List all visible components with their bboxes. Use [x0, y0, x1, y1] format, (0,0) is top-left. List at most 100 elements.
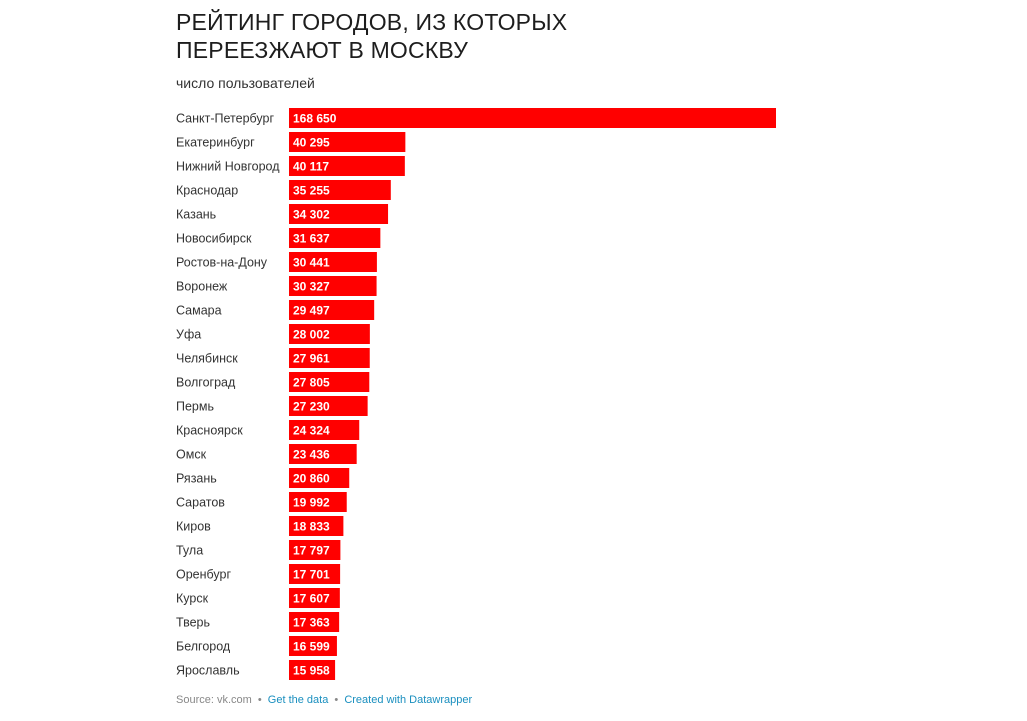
value-label: 16 599: [293, 640, 330, 654]
bar: [289, 228, 381, 248]
bar: [289, 660, 336, 680]
category-label: Ярославль: [176, 664, 240, 678]
footer-separator: •: [257, 694, 262, 706]
footer-separator: •: [334, 694, 339, 706]
value-label: 40 295: [293, 136, 330, 150]
datawrapper-link[interactable]: Created with Datawrapper: [344, 694, 473, 706]
bar: [289, 372, 370, 392]
bar: [289, 564, 341, 584]
bar: [289, 396, 368, 416]
bar-row: Челябинск 27 961: [176, 348, 370, 368]
value-label: 19 992: [293, 496, 330, 510]
category-label: Казань: [176, 208, 216, 222]
value-label: 27 961: [293, 352, 330, 366]
bar-row: Саратов 19 992: [176, 492, 347, 512]
value-label: 24 324: [293, 424, 330, 438]
category-label: Уфа: [176, 328, 201, 342]
chart-header: РЕЙТИНГ ГОРОДОВ, ИЗ КОТОРЫХ ПЕРЕЕЗЖАЮТ В…: [176, 8, 796, 92]
bar-row: Киров 18 833: [176, 516, 344, 536]
value-label: 17 363: [293, 616, 330, 630]
chart-subtitle: число пользователей: [176, 75, 315, 91]
bar: [289, 492, 347, 512]
value-label: 168 650: [293, 112, 337, 126]
bar-row: Санкт-Петербург 168 650: [176, 108, 776, 128]
value-label: 29 497: [293, 304, 330, 318]
bar: [289, 540, 341, 560]
category-label: Белгород: [176, 640, 231, 654]
value-label: 17 701: [293, 568, 330, 582]
bar: [289, 108, 776, 128]
bar: [289, 468, 350, 488]
bar-row: Новосибирск 31 637: [176, 228, 381, 248]
bar-row: Белгород 16 599: [176, 636, 337, 656]
value-label: 35 255: [293, 184, 330, 198]
category-label: Волгоград: [176, 376, 236, 390]
chart-title: РЕЙТИНГ ГОРОДОВ, ИЗ КОТОРЫХ ПЕРЕЕЗЖАЮТ В…: [176, 9, 568, 63]
bar: [289, 276, 377, 296]
value-label: 20 860: [293, 472, 330, 486]
bar-row: Курск 17 607: [176, 588, 340, 608]
get-data-link[interactable]: Get the data: [267, 694, 329, 706]
category-label: Самара: [176, 304, 222, 318]
bar: [289, 156, 405, 176]
category-label: Воронеж: [176, 280, 228, 294]
bar-row: Ростов-на-Дону 30 441: [176, 252, 377, 272]
value-label: 27 805: [293, 376, 330, 390]
category-label: Санкт-Петербург: [176, 112, 274, 126]
bar: [289, 588, 340, 608]
bar-row: Воронеж 30 327: [176, 276, 377, 296]
value-label: 40 117: [293, 160, 329, 174]
bar: [289, 444, 357, 464]
category-label: Омск: [176, 448, 207, 462]
bar: [289, 204, 389, 224]
bar-row: Пермь 27 230: [176, 396, 368, 416]
category-label: Пермь: [176, 400, 214, 414]
bar-row: Волгоград 27 805: [176, 372, 370, 392]
bar-row: Оренбург 17 701: [176, 564, 341, 584]
source-text: Source: vk.com: [176, 694, 252, 706]
bar: [289, 252, 377, 272]
category-label: Новосибирск: [176, 232, 252, 246]
category-label: Нижний Новгород: [176, 160, 280, 174]
bar-row: Уфа 28 002: [176, 324, 370, 344]
value-label: 18 833: [293, 520, 330, 534]
bar-row: Омск 23 436: [176, 444, 357, 464]
bar: [289, 348, 370, 368]
value-label: 27 230: [293, 400, 330, 414]
bar-row: Казань 34 302: [176, 204, 389, 224]
bar-row: Тверь 17 363: [176, 612, 340, 632]
bar-row: Нижний Новгород 40 117: [176, 156, 405, 176]
bar-row: Краснодар 35 255: [176, 180, 391, 200]
bar-row: Самара 29 497: [176, 300, 375, 320]
value-label: 15 958: [293, 664, 330, 678]
value-label: 28 002: [293, 328, 330, 342]
category-label: Краснодар: [176, 184, 238, 198]
category-label: Курск: [176, 592, 209, 606]
value-label: 23 436: [293, 448, 330, 462]
category-label: Оренбург: [176, 568, 231, 582]
bar-row: Тула 17 797: [176, 540, 341, 560]
bar: [289, 420, 360, 440]
chart-footer: Source: vk.com • Get the data • Created …: [176, 694, 472, 706]
bar: [289, 612, 340, 632]
bar-row: Ярославль 15 958: [176, 660, 336, 680]
bar-row: Красноярск 24 324: [176, 420, 360, 440]
bar: [289, 516, 344, 536]
category-label: Тверь: [176, 616, 210, 630]
value-label: 17 607: [293, 592, 330, 606]
category-label: Челябинск: [176, 352, 238, 366]
category-label: Тула: [176, 544, 203, 558]
value-label: 30 327: [293, 280, 330, 294]
bar-row: Екатеринбург 40 295: [176, 132, 406, 152]
category-label: Рязань: [176, 472, 217, 486]
bar: [289, 180, 391, 200]
bar-row: Рязань 20 860: [176, 468, 350, 488]
bar: [289, 132, 406, 152]
bar: [289, 300, 375, 320]
bar-chart: Санкт-Петербург 168 650 Екатеринбург 40 295…: [176, 108, 776, 680]
category-label: Саратов: [176, 496, 225, 510]
bar: [289, 636, 337, 656]
value-label: 31 637: [293, 232, 330, 246]
category-label: Екатеринбург: [176, 136, 255, 150]
category-label: Ростов-на-Дону: [176, 256, 268, 270]
